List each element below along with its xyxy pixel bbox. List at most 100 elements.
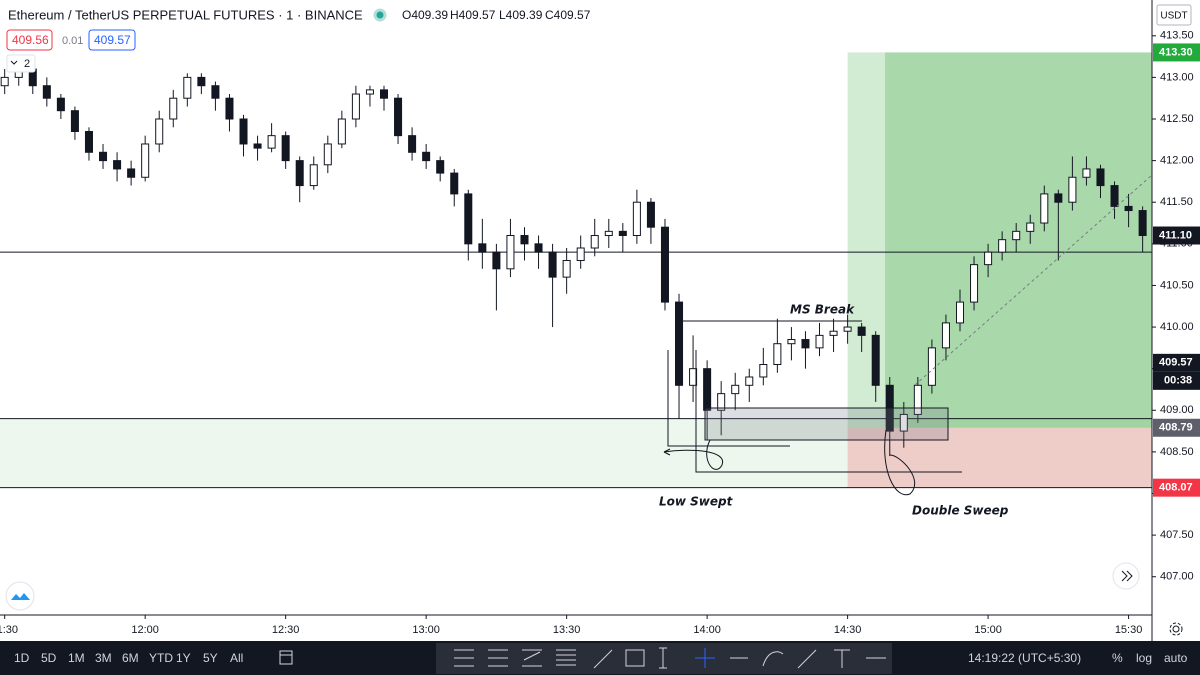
candle-body — [984, 251, 993, 266]
y-tick-label: 413.50 — [1160, 30, 1194, 42]
candle-body — [745, 376, 754, 386]
candle-body — [0, 76, 9, 87]
percent-toggle[interactable]: % — [1112, 651, 1123, 665]
candle-body — [576, 247, 585, 261]
price-marker — [1153, 226, 1200, 245]
candle-body — [1054, 193, 1063, 203]
candle-body — [562, 259, 571, 278]
candle-body — [169, 97, 178, 120]
candle-body — [815, 334, 824, 349]
candle-body — [422, 151, 431, 162]
annotation: MS Break — [790, 303, 855, 317]
candle-body — [773, 343, 782, 366]
range-button[interactable]: All — [230, 651, 243, 665]
candle-body — [675, 301, 684, 386]
candle-body — [801, 339, 810, 349]
indicator-toggle[interactable] — [6, 54, 36, 73]
candle-body — [703, 368, 712, 411]
ohlc-high: H409.57 — [450, 8, 496, 22]
range-button[interactable]: 1M — [68, 651, 85, 665]
x-tick-label: 15:00 — [974, 624, 1002, 636]
scroll-button[interactable] — [1112, 562, 1140, 590]
candle-body — [323, 143, 332, 166]
x-tick-label: 14:00 — [693, 624, 721, 636]
candle-body — [239, 118, 248, 145]
price-marker — [1153, 478, 1200, 497]
range-button[interactable]: 1D — [14, 651, 30, 665]
y-tick-label: 410.50 — [1160, 279, 1194, 291]
y-tick-label: 408.50 — [1160, 446, 1194, 458]
range-button[interactable]: YTD — [149, 651, 173, 665]
candle-body — [646, 201, 655, 228]
candle-body — [211, 85, 220, 99]
ask-box[interactable] — [88, 29, 136, 51]
candle-body — [689, 368, 698, 386]
candle-body — [955, 301, 965, 324]
calendar-icon[interactable] — [279, 650, 293, 665]
candle-body — [478, 243, 487, 253]
countdown-box — [1153, 371, 1200, 390]
tool-icons — [454, 647, 886, 669]
ms-break-line — [681, 320, 862, 355]
currency: USDT — [1160, 11, 1187, 22]
candle-body — [492, 251, 501, 270]
double-sweep-loop — [884, 429, 916, 496]
candle-body — [941, 322, 950, 349]
candle-body — [267, 135, 276, 149]
candle-body — [1138, 210, 1147, 237]
candle-body — [197, 76, 206, 87]
candle-body — [998, 239, 1007, 253]
currency-box[interactable] — [1156, 4, 1192, 26]
candle-body — [787, 339, 796, 345]
x-tick-label: 12:00 — [131, 624, 159, 636]
candle-body — [113, 160, 122, 170]
candle-body — [351, 93, 360, 120]
range-button[interactable]: 3M — [95, 651, 112, 665]
range-button[interactable]: 6M — [122, 651, 139, 665]
projection — [914, 174, 1153, 386]
price-marker — [1153, 43, 1200, 62]
range-buttons: 1D 5D 1M 3M 6M YTD 1Y 5Y All — [14, 651, 243, 665]
candle-body — [759, 364, 768, 378]
candle-body — [660, 226, 669, 303]
candle-body — [857, 326, 866, 336]
candle-body — [871, 334, 880, 386]
range-button[interactable]: 1Y — [176, 651, 191, 665]
candle-body — [295, 160, 304, 187]
candle-body — [927, 347, 936, 386]
y-tick-label: 407.50 — [1160, 529, 1194, 541]
axis-bg — [1153, 0, 1200, 641]
scroll-icon — [1121, 570, 1133, 582]
candle-body — [1040, 193, 1049, 224]
arrow-head — [663, 448, 671, 456]
candle-body — [632, 201, 641, 237]
candle-body — [534, 243, 543, 253]
low-line — [667, 350, 790, 447]
candle-body — [618, 230, 627, 237]
log-toggle[interactable]: log — [1136, 651, 1152, 665]
candle-body — [127, 168, 136, 178]
auto-toggle[interactable]: auto — [1164, 651, 1188, 665]
time-axis: 11:30 12:00 12:30 13:00 13:30 14:00 14:30 15:00… — [0, 615, 1142, 636]
candle-body — [899, 413, 908, 432]
x-tick-label: 11:30 — [0, 624, 18, 636]
candle-body — [99, 151, 108, 162]
range-button[interactable]: 5Y — [203, 651, 218, 665]
clock: 14:19:22 (UTC+5:30) — [968, 651, 1081, 665]
range-box — [704, 407, 949, 441]
candle-body — [829, 330, 838, 336]
logo[interactable] — [5, 581, 35, 611]
candle-body — [1068, 176, 1077, 203]
price-marker-label: 409.57 — [1159, 357, 1193, 369]
annotation: Double Sweep — [912, 504, 1009, 518]
ask: 409.57 — [94, 33, 131, 47]
settings-icon[interactable] — [1169, 622, 1183, 636]
range-button[interactable]: 5D — [41, 651, 57, 665]
stop-zone — [847, 427, 1152, 488]
drawings — [663, 174, 1153, 496]
candle-body — [1124, 205, 1133, 212]
x-tick-label: 13:00 — [412, 624, 440, 636]
candle-body — [408, 135, 417, 153]
bid-box[interactable] — [6, 29, 53, 51]
